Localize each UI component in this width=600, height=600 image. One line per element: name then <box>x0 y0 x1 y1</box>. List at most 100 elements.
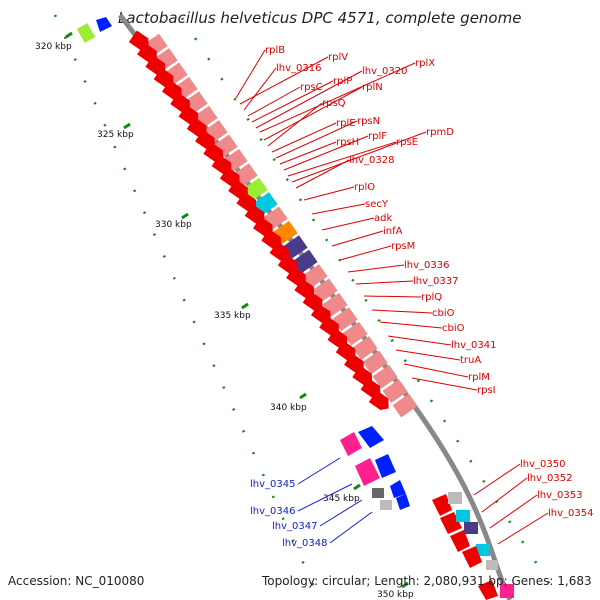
gene-arrow-blue[interactable] <box>96 17 112 32</box>
label-leader-line <box>267 102 323 147</box>
gene-gray[interactable] <box>486 560 498 570</box>
gene-label[interactable]: lhv_0316 <box>276 63 321 74</box>
gene-label[interactable]: cbiO <box>442 323 465 334</box>
gene-labels-blue: lhv_0345 lhv_0346 lhv_0347 lhv_0348 <box>250 457 373 549</box>
gene-gray[interactable] <box>448 492 462 504</box>
label-leader-line <box>291 131 427 183</box>
label-leader-line <box>481 477 528 513</box>
tick-label: 350 kbp <box>377 590 414 600</box>
gene-red[interactable] <box>450 530 470 552</box>
gene-labels-red: rplBrplVlhv_0316rpsCrplPlhv_0320rplXrplN… <box>235 45 593 545</box>
gene-label[interactable]: rpsM <box>391 241 415 252</box>
gene-label[interactable]: lhv_0354 <box>548 508 593 519</box>
gene-block[interactable] <box>372 364 398 389</box>
gene-block[interactable] <box>382 379 408 404</box>
gene-label[interactable]: rplB <box>265 45 285 56</box>
gene-label[interactable]: lhv_0347 <box>272 521 317 532</box>
label-leader-line <box>395 349 461 361</box>
label-leader-line <box>319 499 363 527</box>
gene-label[interactable]: lhv_0353 <box>537 490 582 501</box>
gene-red[interactable] <box>478 580 498 600</box>
gene-block[interactable] <box>362 350 388 375</box>
label-leader-line <box>347 264 405 273</box>
gene-label[interactable]: rplQ <box>421 292 442 303</box>
gene-label[interactable]: lhv_0320 <box>362 66 407 77</box>
label-leader-line <box>339 245 392 261</box>
label-leader-line <box>363 295 422 298</box>
gene-label[interactable]: rpmD <box>426 127 454 138</box>
gene-label[interactable]: rplN <box>362 82 383 93</box>
gene-red[interactable] <box>462 546 482 568</box>
gene-block[interactable] <box>332 307 358 332</box>
label-leader-line <box>331 230 384 247</box>
gene-label[interactable]: lhv_0352 <box>527 473 572 484</box>
gene-dark[interactable] <box>372 488 384 498</box>
gene-label[interactable]: rpsI <box>477 385 496 396</box>
gene-purple[interactable] <box>464 522 478 534</box>
gene-block[interactable] <box>292 249 318 274</box>
gene-label[interactable]: rplX <box>415 58 435 69</box>
gene-block-green[interactable] <box>76 23 96 43</box>
gene-block[interactable] <box>302 264 328 288</box>
gene-blue[interactable] <box>375 454 396 478</box>
tick-label: 325 kbp <box>97 130 134 140</box>
label-leader-line <box>283 135 369 171</box>
gene-label[interactable]: rpsN <box>357 116 380 127</box>
gene-label[interactable]: rplM <box>468 372 490 383</box>
gene-label[interactable]: lhv_0336 <box>404 260 449 271</box>
gene-label[interactable]: rplV <box>328 52 348 63</box>
label-leader-line <box>403 363 469 378</box>
tick-label: 340 kbp <box>270 403 307 413</box>
gene-blue[interactable] <box>390 480 406 498</box>
gene-label[interactable]: rpsQ <box>322 98 346 109</box>
gene-label[interactable]: truA <box>460 355 481 366</box>
gene-label[interactable]: lhv_0337 <box>413 276 458 287</box>
gene-blue[interactable] <box>396 494 410 510</box>
label-leader-line <box>371 309 433 314</box>
gene-label[interactable]: rpsC <box>300 82 323 93</box>
gene-label[interactable]: lhv_0350 <box>520 459 565 470</box>
label-leader-line <box>279 141 337 165</box>
gene-block[interactable] <box>352 336 378 360</box>
label-leader-line <box>311 203 366 215</box>
gene-label[interactable]: cbiO <box>432 308 455 319</box>
gene-red[interactable] <box>432 494 452 516</box>
map-title: Lactobacillus helveticus DPC 4571, compl… <box>118 9 521 27</box>
gene-label[interactable]: rplO <box>354 182 375 193</box>
gene-label[interactable]: lhv_0345 <box>250 479 295 490</box>
gene-block[interactable] <box>312 278 338 303</box>
gene-label[interactable]: infA <box>383 226 403 237</box>
label-leader-line <box>329 511 373 544</box>
gene-gray[interactable] <box>380 500 392 510</box>
label-leader-line <box>247 86 301 117</box>
gene-block[interactable] <box>342 321 368 346</box>
gene-label[interactable]: adk <box>374 213 392 224</box>
gene-label[interactable]: lhv_0341 <box>451 340 496 351</box>
label-leader-line <box>303 186 355 201</box>
gene-label[interactable]: rplE <box>336 118 356 129</box>
gene-magenta[interactable] <box>500 584 514 598</box>
gene-magenta[interactable] <box>355 458 380 486</box>
gene-label[interactable]: secY <box>365 199 389 210</box>
gene-cyan[interactable] <box>476 544 490 556</box>
gene-cyan[interactable] <box>456 510 470 522</box>
gene-label[interactable]: rpsE <box>396 137 418 148</box>
gene-blue[interactable] <box>358 426 384 448</box>
gene-arrow[interactable] <box>368 390 393 413</box>
gene-magenta[interactable] <box>340 432 362 456</box>
label-leader-line <box>271 122 337 153</box>
tick-label: 320 kbp <box>35 42 72 52</box>
gene-block[interactable] <box>392 393 418 418</box>
tick-label: 335 kbp <box>214 311 251 321</box>
label-leader-line <box>297 483 353 512</box>
gene-label[interactable]: rpsH <box>336 137 359 148</box>
gene-label[interactable]: lhv_0328 <box>349 155 394 166</box>
label-leader-line <box>411 377 478 391</box>
gene-label[interactable]: lhv_0348 <box>282 538 327 549</box>
gene-label[interactable]: rplF <box>368 131 387 142</box>
label-leader-line <box>379 321 443 329</box>
label-leader-line <box>497 512 549 545</box>
gene-label[interactable]: lhv_0346 <box>250 506 295 517</box>
